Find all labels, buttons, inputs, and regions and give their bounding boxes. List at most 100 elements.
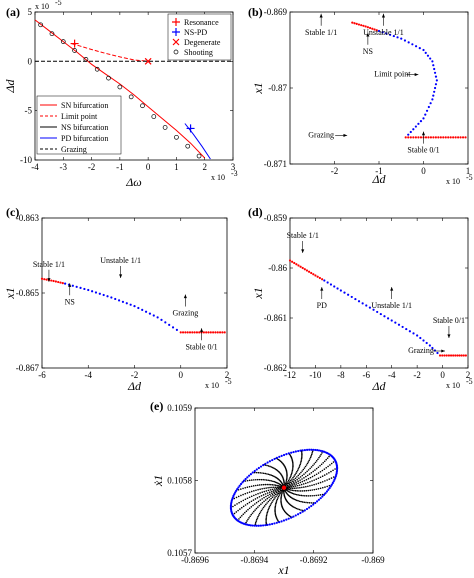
x-tick-label: 0 xyxy=(179,370,184,380)
boundary-point xyxy=(319,497,322,500)
spiral-point xyxy=(274,506,276,509)
data-point xyxy=(110,296,113,299)
annotation-arrowhead xyxy=(320,287,324,291)
spiral-point xyxy=(309,467,311,470)
spiral-point xyxy=(266,497,269,500)
spiral-point xyxy=(277,492,280,495)
spiral-point xyxy=(270,497,272,500)
data-point xyxy=(429,102,432,105)
spiral-point xyxy=(275,489,277,491)
data-point xyxy=(460,354,463,357)
spiral-point xyxy=(309,484,311,487)
spiral-point xyxy=(297,500,299,502)
data-point xyxy=(407,136,410,139)
spiral-point xyxy=(319,487,322,490)
data-point xyxy=(449,354,453,357)
spiral-point xyxy=(288,515,291,517)
spiral-point xyxy=(290,472,293,475)
boundary-point xyxy=(310,448,313,451)
spiral-point xyxy=(315,460,318,462)
data-point xyxy=(416,334,419,337)
spiral-point xyxy=(301,453,303,456)
spiral-point xyxy=(300,456,303,459)
spiral-point xyxy=(334,468,336,470)
x-tick-label: 2 xyxy=(466,370,471,380)
spiral-point xyxy=(286,482,288,485)
data-point xyxy=(434,75,438,78)
spiral-point xyxy=(301,501,304,503)
spiral-point xyxy=(248,485,251,488)
x-exponent-label: x 10 xyxy=(211,173,225,182)
data-point xyxy=(437,136,440,139)
spiral-point xyxy=(293,475,295,477)
spiral-point xyxy=(249,515,251,518)
spiral-point xyxy=(248,491,251,493)
boundary-point xyxy=(271,522,274,526)
data-point xyxy=(79,286,82,289)
spiral-point xyxy=(272,500,274,502)
data-point xyxy=(408,330,411,333)
spiral-point xyxy=(273,484,275,486)
spiral-point xyxy=(292,465,294,468)
fixed-point xyxy=(281,485,287,490)
spiral-point xyxy=(319,470,322,473)
spiral-point xyxy=(297,482,300,485)
spiral-point xyxy=(319,455,321,457)
spiral-point xyxy=(270,480,273,482)
spiral-point xyxy=(326,473,328,475)
spiral-point xyxy=(258,478,261,481)
spiral-point xyxy=(298,500,301,503)
data-point xyxy=(360,24,363,27)
spiral-point xyxy=(255,493,257,496)
spiral-point xyxy=(254,509,256,511)
spiral-point xyxy=(312,470,314,473)
series-line xyxy=(71,43,149,62)
data-point xyxy=(288,259,292,262)
boundary-point xyxy=(334,476,337,480)
x-tick-label: -6 xyxy=(38,370,46,380)
data-point xyxy=(433,86,437,90)
spiral-point xyxy=(234,504,236,506)
data-point xyxy=(443,354,446,357)
spiral-point xyxy=(265,479,268,481)
plot-frame xyxy=(34,11,234,161)
spiral-point xyxy=(294,479,297,482)
spiral-point xyxy=(263,496,265,499)
spiral-point xyxy=(253,494,255,497)
spiral-point xyxy=(310,455,313,457)
spiral-point xyxy=(246,497,249,500)
x-axis-label: x1 xyxy=(277,563,289,577)
data-point xyxy=(175,328,178,331)
spiral-point xyxy=(297,474,300,477)
data-point xyxy=(433,67,436,71)
spiral-point xyxy=(285,479,288,482)
spiral-point xyxy=(259,492,261,494)
spiral-point xyxy=(280,491,282,493)
spiral-point xyxy=(299,490,302,492)
spiral-point xyxy=(267,489,270,492)
boundary-point xyxy=(233,493,236,496)
spiral-point xyxy=(305,485,307,488)
spiral-point xyxy=(321,486,324,489)
data-point xyxy=(432,94,435,97)
annotation-arrowhead xyxy=(414,73,419,77)
spiral-point xyxy=(302,483,305,485)
spiral-point xyxy=(299,476,302,478)
spiral-point xyxy=(280,500,282,503)
spiral-point xyxy=(244,486,247,489)
spiral-point xyxy=(307,469,310,471)
spiral-point xyxy=(273,492,276,495)
data-point xyxy=(43,278,46,281)
data-point xyxy=(438,354,442,357)
spiral-point xyxy=(315,467,318,470)
spiral-point xyxy=(268,483,270,486)
x-tick-label: -0.8692 xyxy=(300,555,328,565)
data-point xyxy=(419,120,423,123)
spiral-point xyxy=(246,520,248,522)
spiral-point xyxy=(266,473,268,475)
spiral-point xyxy=(266,483,269,486)
x-tick-label: 1 xyxy=(466,166,471,176)
boundary-point xyxy=(237,486,240,489)
y-tick-label: -10 xyxy=(20,155,32,165)
spiral-point xyxy=(262,506,265,509)
